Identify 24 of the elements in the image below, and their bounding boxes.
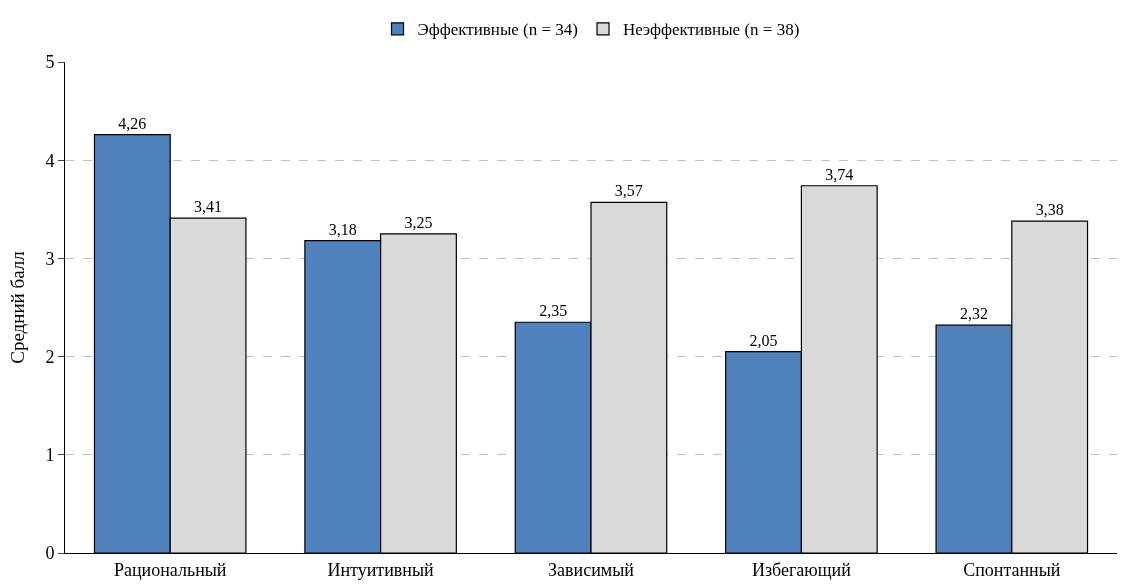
data-label: 3,18	[328, 220, 357, 238]
y-tick-label: 2	[45, 346, 55, 367]
y-axis-title: Средний балл	[7, 250, 29, 364]
data-label: 2,35	[539, 302, 568, 320]
data-label: 3,57	[614, 182, 643, 200]
data-label: 3,74	[825, 165, 854, 183]
x-tick-label: Интуитивный	[327, 559, 435, 580]
data-label: 3,38	[1035, 201, 1064, 219]
y-tick-label: 4	[45, 150, 55, 171]
y-tick-label: 0	[45, 543, 55, 564]
x-tick-label: Рациональный	[113, 559, 227, 580]
x-tick-label: Избегающий	[751, 559, 852, 580]
x-tick-label: Спонтанный	[963, 559, 1061, 580]
y-tick-label: 1	[45, 445, 55, 466]
x-tick-label: Зависимый	[548, 559, 635, 580]
y-tick-label: 5	[45, 52, 55, 73]
data-label: 3,41	[194, 198, 223, 216]
data-label: 2,05	[749, 331, 778, 349]
legend-label: Эффективные (n = 34)	[417, 20, 579, 40]
data-label: 4,26	[118, 114, 147, 132]
data-label: 2,32	[959, 305, 988, 323]
data-label: 3,25	[404, 213, 433, 231]
legend-label: Неэффективные (n = 38)	[623, 20, 800, 40]
y-tick-label: 3	[45, 248, 55, 269]
